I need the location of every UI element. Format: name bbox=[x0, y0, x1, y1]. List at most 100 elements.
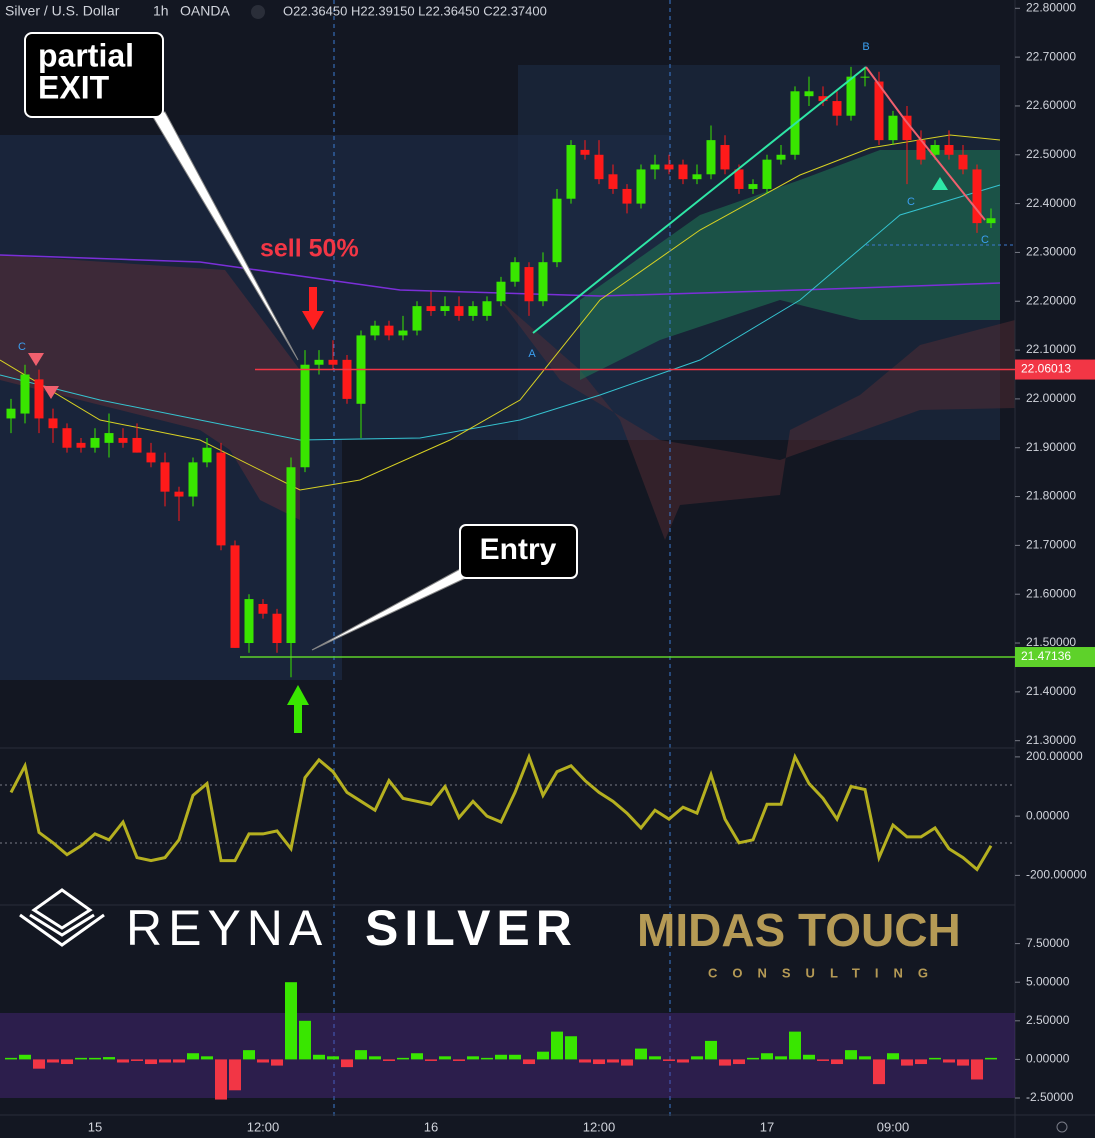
histogram-bar bbox=[481, 1057, 493, 1060]
signal-triangle bbox=[28, 353, 44, 366]
toggle[interactable] bbox=[251, 5, 265, 19]
candle-body bbox=[958, 154, 968, 170]
candle-body bbox=[706, 140, 716, 175]
candle-body bbox=[76, 442, 86, 448]
moving-average bbox=[0, 134, 1001, 491]
symbol-title: Silver / U.S. Dollar bbox=[5, 3, 120, 19]
histogram-bar bbox=[61, 1059, 73, 1065]
candle-body bbox=[804, 91, 814, 97]
candle-body bbox=[412, 306, 422, 331]
histogram-bar bbox=[467, 1056, 479, 1060]
candle-body bbox=[510, 262, 520, 282]
histogram-bar bbox=[257, 1059, 269, 1063]
candle-body bbox=[972, 169, 982, 224]
histogram-bar bbox=[341, 1059, 353, 1068]
candle-body bbox=[720, 145, 730, 170]
y-tick-label: 22.80000 bbox=[1026, 0, 1076, 14]
histogram-bar bbox=[719, 1059, 731, 1066]
histogram-bar bbox=[5, 1057, 17, 1060]
candle-body bbox=[594, 154, 604, 180]
candle-body bbox=[846, 76, 856, 116]
histogram-bar bbox=[677, 1059, 689, 1063]
candle-body bbox=[398, 330, 408, 336]
y-tick-label: 21.30000 bbox=[1026, 733, 1076, 747]
wave-line bbox=[865, 66, 986, 221]
x-tick-label: 09:00 bbox=[877, 1119, 910, 1134]
candle-body bbox=[524, 267, 534, 302]
candle-body bbox=[258, 603, 268, 614]
candle-body bbox=[272, 613, 282, 644]
candle-body bbox=[104, 433, 114, 443]
source: OANDA bbox=[180, 3, 230, 19]
y-tick-label: 22.00000 bbox=[1026, 391, 1076, 405]
wave-label: A bbox=[528, 348, 536, 360]
callout-text: EXIT bbox=[38, 69, 110, 105]
candle-body bbox=[916, 140, 926, 160]
marks: 22.80000 22.70000 22.60000 22.50000 22.40000… bbox=[5, 0, 1095, 1134]
y-tick-label: 2.50000 bbox=[1026, 1013, 1070, 1027]
histogram-bar bbox=[285, 982, 297, 1060]
candle-body bbox=[174, 491, 184, 497]
histogram-bar bbox=[579, 1059, 591, 1063]
histogram-bar bbox=[705, 1040, 717, 1060]
y-tick-label: 200.00000 bbox=[1026, 749, 1083, 763]
candle-body bbox=[216, 452, 226, 546]
histogram-bar bbox=[495, 1054, 507, 1060]
wave-line bbox=[532, 66, 867, 334]
candle-body bbox=[762, 159, 772, 189]
candle-body bbox=[342, 359, 352, 399]
candle-body bbox=[454, 306, 464, 316]
histogram-bar bbox=[369, 1056, 381, 1060]
candle-body bbox=[90, 437, 100, 448]
histogram-bar bbox=[593, 1059, 605, 1065]
candle-body bbox=[6, 408, 16, 419]
histogram-bar bbox=[607, 1059, 619, 1063]
candle-body bbox=[608, 174, 618, 189]
candle-body bbox=[62, 428, 72, 448]
histogram-bar bbox=[817, 1059, 829, 1061]
x-tick-label: 12:00 bbox=[247, 1119, 280, 1134]
candle-body bbox=[776, 154, 786, 160]
candle-body bbox=[944, 145, 954, 155]
candle-body bbox=[888, 115, 898, 141]
histogram-bar bbox=[439, 1056, 451, 1060]
wave-label: C bbox=[18, 341, 26, 353]
candle-body bbox=[832, 101, 842, 116]
logo-icon bbox=[19, 888, 105, 947]
histogram-bar bbox=[299, 1020, 311, 1060]
histogram-bar bbox=[523, 1059, 535, 1065]
candle-body bbox=[650, 164, 660, 170]
candle-body bbox=[132, 437, 142, 453]
histogram-bar bbox=[929, 1057, 941, 1060]
candle-body bbox=[482, 301, 492, 316]
sell-arrow bbox=[302, 287, 324, 330]
histogram-bar bbox=[313, 1054, 325, 1060]
candle-body bbox=[384, 325, 394, 336]
candle-body bbox=[692, 174, 702, 180]
brand-name: SILVER bbox=[365, 900, 578, 956]
histogram-bar bbox=[89, 1057, 101, 1060]
y-tick-label: 0.00000 bbox=[1026, 808, 1070, 822]
histogram-bar bbox=[873, 1059, 885, 1085]
x-tick-label: 16 bbox=[424, 1119, 438, 1134]
histogram-bar bbox=[901, 1059, 913, 1066]
candle-body bbox=[818, 96, 828, 102]
y-tick-label: 21.60000 bbox=[1026, 586, 1076, 600]
price-label: 22.06013 bbox=[1021, 362, 1071, 376]
candle-body bbox=[552, 198, 562, 263]
histogram-bar bbox=[775, 1056, 787, 1060]
histogram-bar bbox=[537, 1051, 549, 1060]
candle-body bbox=[874, 81, 884, 141]
y-tick-label: 22.10000 bbox=[1026, 342, 1076, 356]
x-tick-label: 17 bbox=[760, 1119, 774, 1134]
candle-body bbox=[300, 364, 310, 468]
candle-body bbox=[146, 452, 156, 463]
callout-box bbox=[24, 32, 164, 118]
histogram-bar bbox=[789, 1031, 801, 1060]
price-label-bg bbox=[1015, 359, 1095, 380]
settings-button[interactable] bbox=[1056, 1121, 1068, 1133]
histogram-bar bbox=[551, 1031, 563, 1060]
candle-body bbox=[440, 306, 450, 312]
